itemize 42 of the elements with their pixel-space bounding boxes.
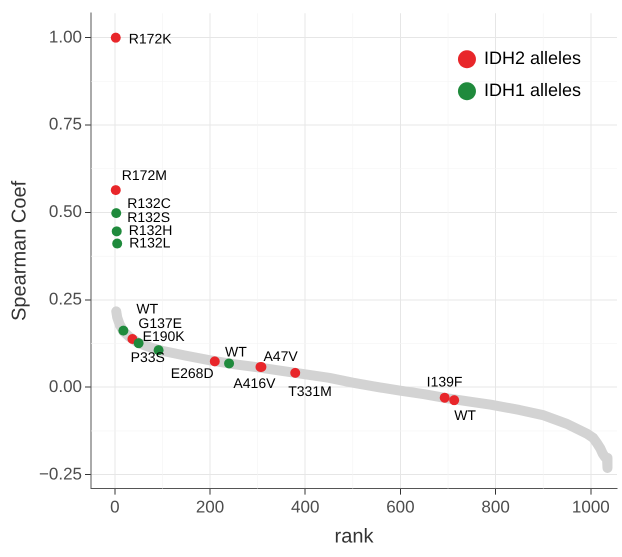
- y-tick-label: 0.00: [48, 376, 82, 396]
- x-tick-label: 0: [110, 497, 120, 516]
- point: [118, 326, 128, 336]
- legend-label: IDH2 alleles: [484, 48, 582, 68]
- point: [112, 226, 122, 236]
- annotation: E190K: [142, 328, 186, 344]
- annotation: WT: [136, 300, 159, 316]
- x-tick-label: 600: [386, 497, 415, 516]
- point: [111, 208, 122, 218]
- annotation: E268D: [170, 365, 214, 382]
- point: [110, 32, 121, 43]
- y-tick-label: 0.50: [48, 202, 82, 222]
- point: [440, 392, 450, 403]
- point: [210, 356, 220, 366]
- point: [134, 338, 144, 348]
- annotation: A47V: [263, 348, 298, 364]
- annotation: R172M: [122, 166, 167, 183]
- point: [112, 238, 122, 249]
- y-tick-label: 1.00: [48, 27, 82, 46]
- y-tick-label: 0.25: [48, 290, 82, 309]
- x-tick-label: 800: [481, 497, 510, 516]
- x-tick-label: 200: [196, 497, 224, 516]
- annotation: T331M: [288, 382, 332, 399]
- point: [290, 368, 300, 378]
- annotation: R172K: [128, 30, 172, 47]
- x-tick-label: 400: [291, 497, 320, 516]
- x-tick-label: 1000: [572, 497, 610, 516]
- y-tick-label: −0.25: [39, 464, 82, 484]
- annotation: WT: [454, 407, 476, 424]
- point: [449, 395, 460, 406]
- annotation: P33S: [130, 349, 165, 366]
- annotation: A416V: [233, 374, 276, 391]
- y-axis-title: Spearman Coef: [8, 180, 31, 321]
- legend-label: IDH1 alleles: [484, 80, 582, 100]
- y-tick-label: 0.75: [48, 114, 82, 134]
- point: [110, 185, 121, 196]
- annotation: I139F: [426, 374, 462, 390]
- point: [224, 358, 234, 368]
- annotation: WT: [225, 343, 248, 360]
- annotation: R132C: [127, 195, 171, 212]
- annotation: G137E: [138, 314, 182, 331]
- x-axis-title: rank: [334, 526, 374, 548]
